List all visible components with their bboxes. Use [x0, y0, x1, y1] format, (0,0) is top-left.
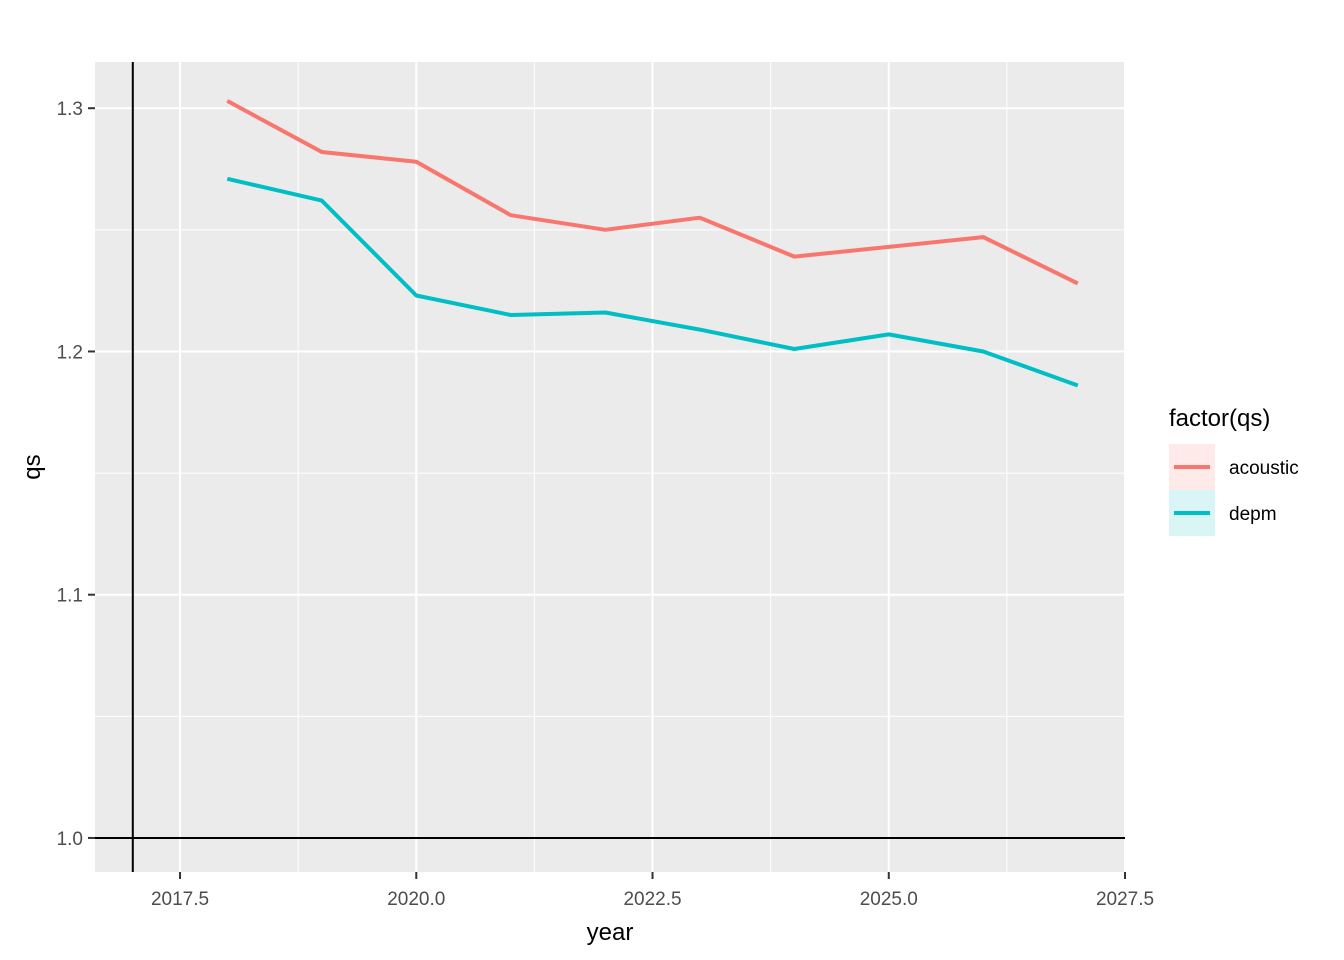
legend-label-depm: depm: [1229, 504, 1277, 525]
legend-items: acoustic depm: [1169, 444, 1299, 536]
y-tick-label: 1.1: [57, 586, 83, 607]
x-tick-label: 2027.5: [1096, 889, 1154, 910]
series-line-acoustic: [226, 99, 1079, 286]
y-axis: 1.0 1.1 1.2 1.3: [57, 99, 95, 850]
x-tick-label: 2025.0: [860, 889, 918, 910]
y-tick-label: 1.2: [57, 342, 83, 363]
legend-label-acoustic: acoustic: [1229, 458, 1299, 479]
major-gridlines: [95, 62, 1126, 872]
legend-title: factor(qs): [1169, 405, 1270, 432]
x-axis: 2017.5 2020.0 2022.5 2025.0 2027.5: [151, 872, 1154, 910]
x-tick-label: 2020.0: [387, 889, 445, 910]
x-tick-label: 2017.5: [151, 889, 209, 910]
legend: factor(qs) acoustic depm: [1169, 405, 1299, 536]
reference-lines: [95, 62, 1125, 872]
panel-background: [95, 62, 1125, 872]
x-axis-title: year: [587, 919, 634, 946]
series-line-depm: [226, 176, 1079, 388]
y-tick-label: 1.0: [57, 829, 83, 850]
series-lines: [226, 99, 1079, 388]
x-tick-label: 2022.5: [623, 889, 681, 910]
y-axis-title: qs: [19, 454, 46, 479]
y-tick-label: 1.3: [57, 99, 83, 120]
